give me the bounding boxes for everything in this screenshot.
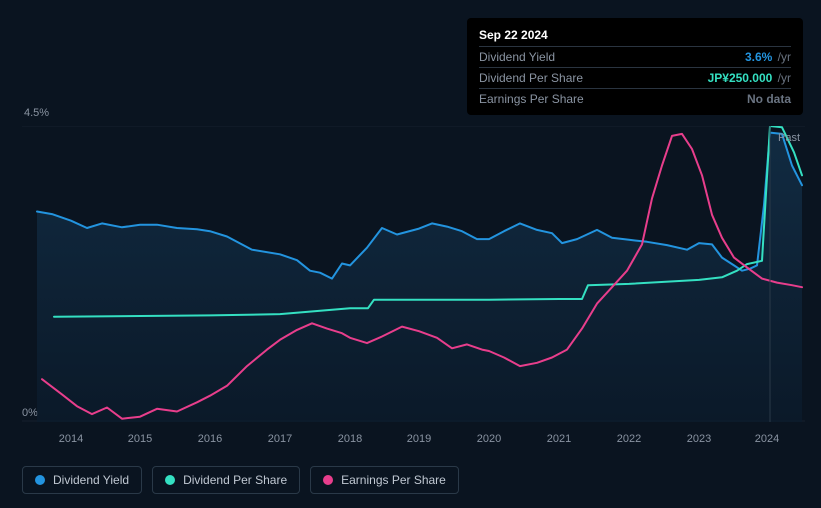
x-axis-tick: 2021 (547, 433, 571, 445)
legend-item[interactable]: Earnings Per Share (310, 466, 459, 494)
x-axis-tick: 2015 (128, 433, 152, 445)
x-axis-tick: 2022 (617, 433, 641, 445)
tooltip-row: Dividend Per Share JP¥250.000 /yr (479, 67, 791, 88)
past-marker: Past (778, 132, 800, 144)
tooltip-metric-label: Earnings Per Share (479, 92, 584, 106)
tooltip-metric-value: JP¥250.000 /yr (708, 71, 791, 85)
x-axis-tick: 2014 (59, 433, 83, 445)
x-axis-tick: 2024 (755, 433, 779, 445)
chart-legend: Dividend Yield Dividend Per Share Earnings… (22, 466, 459, 494)
chart-plot-area[interactable] (22, 126, 805, 422)
legend-label: Dividend Yield (53, 473, 129, 487)
x-axis-tick: 2018 (338, 433, 362, 445)
tooltip-row: Earnings Per Share No data (479, 88, 791, 109)
y-axis-label-max: 4.5% (24, 107, 49, 119)
tooltip-metric-value: No data (747, 92, 791, 106)
legend-swatch-icon (165, 475, 175, 485)
tooltip-row: Dividend Yield 3.6% /yr (479, 46, 791, 67)
x-axis-tick: 2017 (268, 433, 292, 445)
legend-item[interactable]: Dividend Per Share (152, 466, 300, 494)
dividend-chart: Sep 22 2024 Dividend Yield3.6% /yrDivide… (0, 0, 821, 508)
x-axis-tick: 2023 (687, 433, 711, 445)
legend-item[interactable]: Dividend Yield (22, 466, 142, 494)
chart-tooltip: Sep 22 2024 Dividend Yield3.6% /yrDivide… (467, 18, 803, 115)
tooltip-metric-label: Dividend Per Share (479, 71, 583, 85)
legend-label: Earnings Per Share (341, 473, 446, 487)
chart-area-fill (37, 133, 802, 422)
tooltip-date: Sep 22 2024 (479, 24, 791, 46)
x-axis: 2014 2015 2016 2017 2018 2019 2020 2021 2022 2023… (22, 433, 805, 447)
legend-swatch-icon (323, 475, 333, 485)
tooltip-metric-label: Dividend Yield (479, 50, 555, 64)
tooltip-metric-value: 3.6% /yr (745, 50, 791, 64)
x-axis-tick: 2020 (477, 433, 501, 445)
x-axis-tick: 2019 (407, 433, 431, 445)
x-axis-tick: 2016 (198, 433, 222, 445)
legend-swatch-icon (35, 475, 45, 485)
legend-label: Dividend Per Share (183, 473, 287, 487)
